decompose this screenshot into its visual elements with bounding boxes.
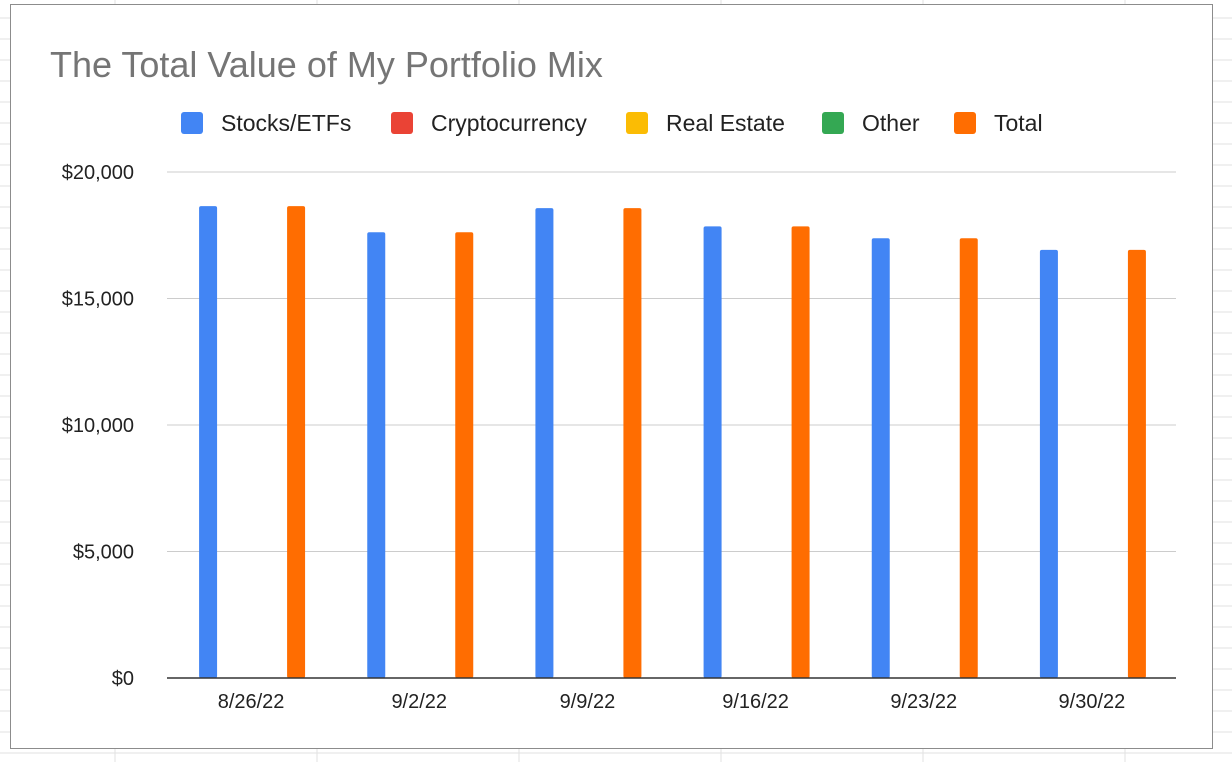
legend-label: Stocks/ETFs <box>221 110 351 136</box>
bar[interactable] <box>455 232 474 679</box>
chart-legend: Stocks/ETFs Cryptocurrency Real Estate Othe… <box>181 110 1043 136</box>
legend-label: Cryptocurrency <box>431 110 587 136</box>
chart-bars <box>199 206 1146 679</box>
legend-item[interactable]: Real Estate <box>626 110 785 136</box>
chart-gridlines <box>167 171 1176 552</box>
legend-swatch <box>181 112 203 134</box>
bar[interactable] <box>623 208 642 678</box>
x-axis: 8/26/22 9/2/22 9/9/22 9/16/22 9/23/22 9/30/22 <box>167 677 1176 713</box>
x-tick-label: 9/30/22 <box>1059 691 1126 713</box>
legend-item[interactable]: Stocks/ETFs <box>181 110 351 136</box>
y-tick-label: $10,000 <box>62 415 134 437</box>
chart-container[interactable]: The Total Value of My Portfolio Mix Stoc… <box>10 4 1213 749</box>
bar[interactable] <box>199 206 218 678</box>
y-tick-label: $15,000 <box>62 289 134 311</box>
x-tick-label: 9/9/22 <box>560 691 616 713</box>
bar[interactable] <box>535 208 554 678</box>
y-tick-label: $5,000 <box>73 542 134 564</box>
legend-swatch <box>954 112 976 134</box>
legend-swatch <box>626 112 648 134</box>
bar[interactable] <box>1039 249 1058 678</box>
legend-swatch <box>391 112 413 134</box>
legend-item[interactable]: Other <box>822 110 920 136</box>
x-tick-label: 8/26/22 <box>218 691 285 713</box>
legend-label: Real Estate <box>666 110 785 136</box>
y-tick-label: $20,000 <box>62 162 134 184</box>
legend-item[interactable]: Cryptocurrency <box>391 110 587 136</box>
legend-label: Total <box>994 110 1043 136</box>
y-axis: $0 $5,000 $10,000 $15,000 $20,000 <box>62 162 134 690</box>
bar[interactable] <box>959 238 978 678</box>
bar[interactable] <box>287 206 306 678</box>
legend-swatch <box>822 112 844 134</box>
x-tick-label: 9/23/22 <box>890 691 957 713</box>
legend-item[interactable]: Total <box>954 110 1043 136</box>
x-tick-label: 9/16/22 <box>722 691 789 713</box>
bar[interactable] <box>791 226 810 678</box>
y-tick-label: $0 <box>112 668 134 690</box>
legend-label: Other <box>862 110 920 136</box>
bar-chart: The Total Value of My Portfolio Mix Stoc… <box>50 44 1176 713</box>
bar[interactable] <box>1127 249 1146 678</box>
bar[interactable] <box>871 238 890 678</box>
x-tick-label: 9/2/22 <box>391 691 447 713</box>
chart-title: The Total Value of My Portfolio Mix <box>50 44 603 85</box>
bar[interactable] <box>367 232 386 679</box>
bar[interactable] <box>703 226 722 678</box>
